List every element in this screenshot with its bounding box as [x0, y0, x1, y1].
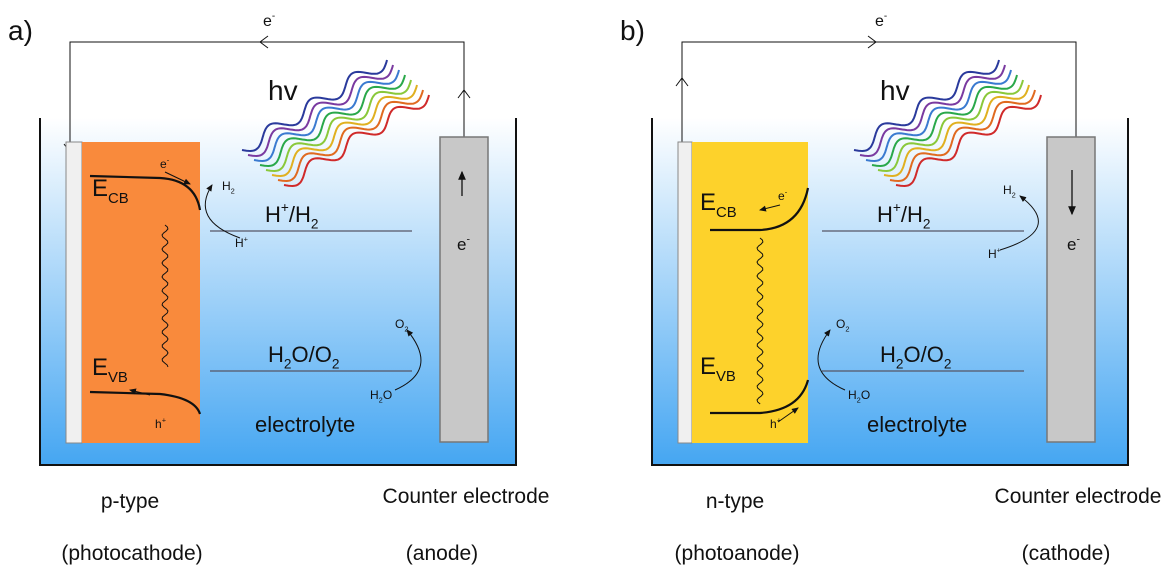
type-label: p-type [101, 490, 159, 513]
electrode-carrier-part: - [466, 233, 470, 245]
counter-role: (anode) [406, 542, 478, 565]
electron-flow-label-part: - [272, 11, 275, 22]
redox-couple-part: /H [901, 202, 923, 227]
redox-couple: H+/H2 [265, 200, 318, 232]
redox-couple-part: H [268, 342, 284, 367]
redox-couple-part: + [281, 200, 289, 215]
cb-label-part: E [92, 175, 108, 202]
reactant-part: H [370, 388, 379, 402]
electrode-carrier-part: e [457, 235, 466, 254]
role-label: (photoanode) [675, 542, 800, 565]
product-part: H [1003, 183, 1012, 197]
redox-couple-part: O/O [903, 342, 943, 367]
reactant-part: H [988, 247, 997, 261]
electrode-carrier-part: e [1067, 235, 1076, 254]
electron-flow-label-part: - [884, 11, 887, 22]
electrolyte-label: electrolyte [867, 412, 967, 437]
redox-couple-part: H [880, 342, 896, 367]
reactant-part: + [244, 235, 248, 244]
cb-label-part: CB [716, 205, 737, 221]
redox-couple-part: 2 [332, 357, 340, 372]
cb-label-part: CB [108, 191, 129, 207]
vb-carrier-part: h [770, 417, 777, 431]
redox-couple-part: H [265, 202, 281, 227]
vb-label-part: E [700, 353, 716, 380]
reactant-part: H [848, 388, 857, 402]
redox-couple-part: H [877, 202, 893, 227]
redox-couple-part: /H [289, 202, 311, 227]
back-contact [66, 142, 82, 443]
redox-couple-part: O/O [291, 342, 331, 367]
counter-label: Counter electrode [995, 485, 1162, 508]
back-contact [678, 142, 692, 443]
counter-electrode [440, 137, 488, 442]
counter-role: (cathode) [1022, 542, 1111, 565]
panel-label: a) [8, 15, 33, 46]
product-part: 2 [1012, 191, 1016, 200]
redox-couple-part: + [893, 200, 901, 215]
vb-label-part: VB [716, 369, 736, 385]
type-label: n-type [706, 490, 764, 513]
role-label: (photocathode) [61, 542, 202, 565]
counter-electrode [1047, 137, 1095, 442]
counter-label: Counter electrode [383, 485, 550, 508]
electrolyte-label: electrolyte [255, 412, 355, 437]
light-label: hv [880, 75, 910, 106]
electrode-carrier-part: - [1076, 233, 1080, 245]
redox-couple-part: 2 [896, 357, 904, 372]
product-part: 2 [231, 187, 235, 196]
electron-flow-label: e- [263, 11, 275, 30]
vb-label-part: E [92, 354, 108, 381]
light-label: hv [268, 75, 298, 106]
vb-label-part: VB [108, 370, 128, 386]
redox-couple-part: 2 [923, 217, 931, 232]
electron-flow-label: e- [875, 11, 887, 30]
redox-couple: H+/H2 [877, 200, 930, 232]
product-part: H [222, 179, 231, 193]
panel-label: b) [620, 15, 645, 46]
reactant-part: O [861, 388, 870, 402]
product-part: 2 [845, 325, 849, 334]
cb-label-part: E [700, 189, 716, 216]
redox-couple-part: 2 [284, 357, 292, 372]
semiconductor [692, 142, 808, 443]
electron-flow-label-part: e [875, 13, 884, 30]
diagram: e-a)e-ECBEVBe-h+H+/H2H2O/O2electrolyteH2… [0, 0, 1162, 567]
vb-carrier-part: + [162, 416, 166, 425]
electron-flow-label-part: e [263, 13, 272, 30]
reactant-part: O [383, 388, 392, 402]
vb-carrier-part: h [155, 417, 162, 431]
redox-couple-part: 2 [944, 357, 952, 372]
product-part: O [836, 317, 845, 331]
product-part: O [395, 317, 404, 331]
redox-couple-part: 2 [311, 217, 319, 232]
product-part: 2 [404, 325, 408, 334]
